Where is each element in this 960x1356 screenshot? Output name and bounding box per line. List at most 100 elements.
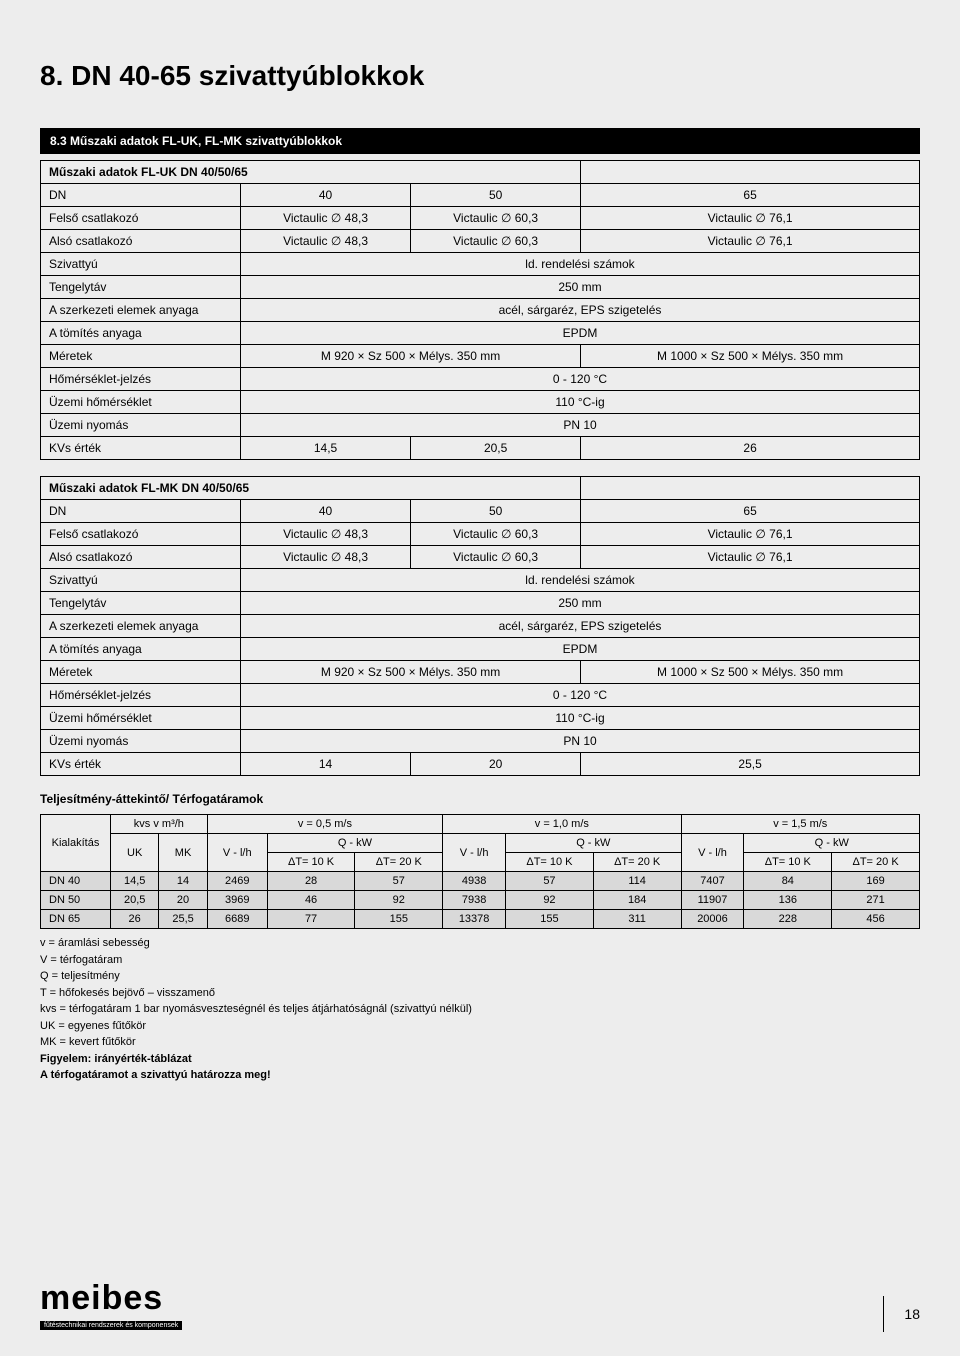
cell: 20,5 — [411, 437, 581, 460]
cell: PN 10 — [241, 730, 920, 753]
cell: 40 — [241, 500, 411, 523]
row-label: Méretek — [41, 661, 241, 684]
table-row: DN 65 2625,5 668977155 13378155311 20006… — [41, 910, 920, 929]
row-label: A szerkezeti elemek anyaga — [41, 299, 241, 322]
page-title: 8. DN 40-65 szivattyúblokkok — [40, 60, 920, 92]
cell: 50 — [411, 184, 581, 207]
cell: EPDM — [241, 322, 920, 345]
head-dt20: ΔT= 20 K — [593, 853, 681, 872]
blank-cell — [581, 161, 920, 184]
cell: 65 — [581, 500, 920, 523]
cell: 169 — [832, 872, 920, 891]
table-row: DN 50 20,520 39694692 793892184 11907136… — [41, 891, 920, 910]
cell: 250 mm — [241, 276, 920, 299]
legend-line-bold: Figyelem: irányérték-táblázat — [40, 1051, 920, 1068]
cell: 271 — [832, 891, 920, 910]
head-dt20: ΔT= 20 K — [832, 853, 920, 872]
head-dt10: ΔT= 10 K — [506, 853, 594, 872]
row-label: Üzemi hőmérséklet — [41, 391, 241, 414]
cell: acél, sárgaréz, EPS szigetelés — [241, 615, 920, 638]
spec-table-fl-uk: Műszaki adatok FL-UK DN 40/50/65 DN40506… — [40, 160, 920, 460]
cell: 114 — [593, 872, 681, 891]
cell: Victaulic ∅ 76,1 — [581, 230, 920, 253]
row-label: DN 40 — [41, 872, 111, 891]
legend-line: T = hőfokesés bejövő – visszamenő — [40, 985, 920, 1002]
cell: ld. rendelési számok — [241, 253, 920, 276]
row-label: KVs érték — [41, 437, 241, 460]
cell: 110 °C-ig — [241, 391, 920, 414]
cell: 2469 — [207, 872, 267, 891]
row-label: Szivattyú — [41, 569, 241, 592]
row-label: Üzemi nyomás — [41, 730, 241, 753]
legend-block: v = áramlási sebesség V = térfogatáram Q… — [40, 935, 920, 1084]
cell: 20006 — [681, 910, 744, 929]
cell: M 920 × Sz 500 × Mélys. 350 mm — [241, 661, 581, 684]
row-label: A tömítés anyaga — [41, 638, 241, 661]
legend-line: MK = kevert fűtőkör — [40, 1034, 920, 1051]
performance-table-title: Teljesítmény-áttekintő/ Térfogatáramok — [40, 792, 920, 806]
row-label: Szivattyú — [41, 253, 241, 276]
cell: 20 — [411, 753, 581, 776]
cell: 46 — [267, 891, 355, 910]
cell: Victaulic ∅ 48,3 — [241, 546, 411, 569]
cell: Victaulic ∅ 76,1 — [581, 207, 920, 230]
row-label: DN 50 — [41, 891, 111, 910]
cell: 0 - 120 °C — [241, 684, 920, 707]
head-vlh: V - l/h — [443, 834, 506, 872]
head-dt10: ΔT= 10 K — [267, 853, 355, 872]
row-label: A tömítés anyaga — [41, 322, 241, 345]
row-label: Alsó csatlakozó — [41, 230, 241, 253]
row-label: Üzemi nyomás — [41, 414, 241, 437]
row-label: Méretek — [41, 345, 241, 368]
cell: PN 10 — [241, 414, 920, 437]
legend-line: v = áramlási sebesség — [40, 935, 920, 952]
cell: 14,5 — [111, 872, 159, 891]
cell: ld. rendelési számok — [241, 569, 920, 592]
row-label: Tengelytáv — [41, 276, 241, 299]
cell: 92 — [506, 891, 594, 910]
row-label: Üzemi hőmérséklet — [41, 707, 241, 730]
cell: 228 — [744, 910, 832, 929]
logo-subtitle: fűtéstechnikai rendszerek és komponensek — [40, 1321, 182, 1330]
cell: 456 — [832, 910, 920, 929]
cell: 26 — [581, 437, 920, 460]
head-uk: UK — [111, 834, 159, 872]
row-label: Felső csatlakozó — [41, 523, 241, 546]
row-label: Hőmérséklet-jelzés — [41, 684, 241, 707]
cell: Victaulic ∅ 76,1 — [581, 546, 920, 569]
head-vlh: V - l/h — [207, 834, 267, 872]
cell: 7938 — [443, 891, 506, 910]
cell: 110 °C-ig — [241, 707, 920, 730]
table2-title: Műszaki adatok FL-MK DN 40/50/65 — [41, 477, 581, 500]
cell: Victaulic ∅ 48,3 — [241, 230, 411, 253]
cell: 14,5 — [241, 437, 411, 460]
blank-cell — [581, 477, 920, 500]
legend-line: Q = teljesítmény — [40, 968, 920, 985]
cell: 50 — [411, 500, 581, 523]
cell: 14 — [159, 872, 207, 891]
cell: 250 mm — [241, 592, 920, 615]
table1-title: Műszaki adatok FL-UK DN 40/50/65 — [41, 161, 581, 184]
cell: 28 — [267, 872, 355, 891]
legend-line: UK = egyenes fűtőkör — [40, 1018, 920, 1035]
cell: 4938 — [443, 872, 506, 891]
cell: Victaulic ∅ 60,3 — [411, 523, 581, 546]
cell: 11907 — [681, 891, 744, 910]
spec-table-fl-mk: Műszaki adatok FL-MK DN 40/50/65 DN40506… — [40, 476, 920, 776]
cell: 84 — [744, 872, 832, 891]
cell: 311 — [593, 910, 681, 929]
cell: 92 — [355, 891, 443, 910]
cell: 7407 — [681, 872, 744, 891]
head-qkw: Q - kW — [506, 834, 681, 853]
head-qkw: Q - kW — [267, 834, 442, 853]
row-label: KVs érték — [41, 753, 241, 776]
cell: 25,5 — [581, 753, 920, 776]
cell: 0 - 120 °C — [241, 368, 920, 391]
cell: Victaulic ∅ 76,1 — [581, 523, 920, 546]
row-label: Tengelytáv — [41, 592, 241, 615]
logo: meibes fűtéstechnikai rendszerek és komp… — [40, 1283, 182, 1332]
cell: M 920 × Sz 500 × Mélys. 350 mm — [241, 345, 581, 368]
cell: 155 — [355, 910, 443, 929]
head-mk: MK — [159, 834, 207, 872]
cell: 77 — [267, 910, 355, 929]
